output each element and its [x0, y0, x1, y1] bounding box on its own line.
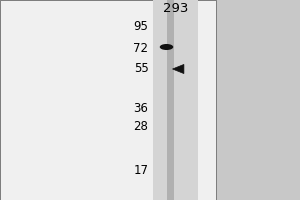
Text: 17: 17: [134, 164, 148, 178]
Text: 95: 95: [134, 21, 148, 33]
Text: 36: 36: [134, 102, 148, 116]
Bar: [167, 0, 174, 200]
Text: 293: 293: [163, 2, 188, 16]
Text: 72: 72: [134, 43, 148, 55]
Bar: [0, 0, 216, 200]
Bar: [153, 0, 198, 200]
Text: 28: 28: [134, 120, 148, 134]
Ellipse shape: [160, 44, 173, 50]
Text: 55: 55: [134, 62, 148, 75]
Polygon shape: [172, 64, 184, 74]
